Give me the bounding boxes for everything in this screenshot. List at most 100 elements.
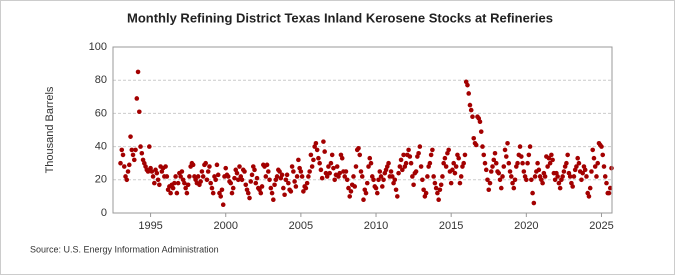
point xyxy=(587,185,593,191)
point xyxy=(571,174,577,179)
point xyxy=(126,162,132,168)
point xyxy=(248,179,254,184)
y-tick-label: 60 xyxy=(95,107,107,119)
point xyxy=(450,167,455,173)
point xyxy=(480,144,485,149)
point xyxy=(351,174,356,179)
point xyxy=(550,157,555,163)
point xyxy=(283,177,289,183)
point xyxy=(299,174,305,179)
point xyxy=(466,91,472,96)
point xyxy=(493,160,499,166)
point xyxy=(609,165,614,171)
point xyxy=(532,174,538,179)
point xyxy=(407,154,413,159)
point xyxy=(313,140,319,146)
point xyxy=(235,177,241,183)
point xyxy=(321,139,326,144)
point xyxy=(331,165,336,171)
point xyxy=(485,177,490,183)
point xyxy=(448,180,454,186)
point xyxy=(204,177,210,183)
point xyxy=(292,179,297,184)
point xyxy=(145,169,151,174)
point xyxy=(446,147,451,153)
point xyxy=(182,180,187,186)
point xyxy=(582,167,588,173)
point xyxy=(592,164,598,169)
point xyxy=(575,155,580,161)
point xyxy=(403,160,409,166)
point xyxy=(232,175,237,181)
point xyxy=(421,187,426,193)
point xyxy=(125,169,131,174)
point xyxy=(277,169,282,174)
point xyxy=(549,152,554,158)
point xyxy=(304,180,310,186)
point xyxy=(443,164,449,169)
point xyxy=(124,177,130,183)
point xyxy=(164,174,170,179)
point xyxy=(344,177,350,183)
point xyxy=(120,152,126,158)
point xyxy=(147,144,152,149)
point xyxy=(512,177,518,183)
point xyxy=(129,147,135,153)
point xyxy=(208,180,213,186)
point xyxy=(301,189,306,194)
point xyxy=(594,174,599,179)
point xyxy=(318,167,324,173)
point xyxy=(521,169,527,174)
point xyxy=(457,180,463,186)
point xyxy=(498,185,504,191)
point xyxy=(203,160,208,166)
points xyxy=(118,69,614,207)
point xyxy=(500,174,505,179)
point xyxy=(306,174,311,179)
point xyxy=(451,160,456,166)
point xyxy=(353,164,359,169)
point xyxy=(327,170,332,176)
point xyxy=(133,147,138,153)
point xyxy=(511,185,517,191)
y-tick-label: 80 xyxy=(95,74,107,86)
point xyxy=(245,190,251,196)
point xyxy=(545,164,550,169)
point xyxy=(373,185,379,191)
point xyxy=(570,184,575,189)
point xyxy=(358,169,364,174)
point xyxy=(381,177,386,183)
point xyxy=(149,169,155,174)
point xyxy=(219,187,225,193)
point xyxy=(473,142,479,148)
source-note: Source: U.S. Energy Information Administ… xyxy=(30,244,219,254)
point xyxy=(247,195,252,201)
point xyxy=(478,129,484,134)
point xyxy=(416,150,421,156)
point xyxy=(546,155,552,161)
point xyxy=(393,187,399,193)
point xyxy=(195,174,201,179)
point xyxy=(264,162,270,168)
point xyxy=(497,177,503,183)
point xyxy=(438,182,444,188)
point xyxy=(418,164,424,169)
point xyxy=(267,177,272,183)
point xyxy=(400,167,405,173)
point xyxy=(218,194,224,199)
point xyxy=(135,69,141,75)
point xyxy=(395,194,400,199)
point xyxy=(326,164,331,169)
point xyxy=(506,160,512,166)
point xyxy=(286,180,291,186)
point xyxy=(314,147,320,153)
point xyxy=(237,164,242,169)
point xyxy=(274,174,280,179)
point xyxy=(296,157,301,163)
point xyxy=(207,164,212,169)
point xyxy=(468,107,474,113)
x-tick-label: 2025 xyxy=(589,220,613,232)
point xyxy=(579,177,584,183)
point xyxy=(529,177,534,183)
point xyxy=(467,102,473,108)
